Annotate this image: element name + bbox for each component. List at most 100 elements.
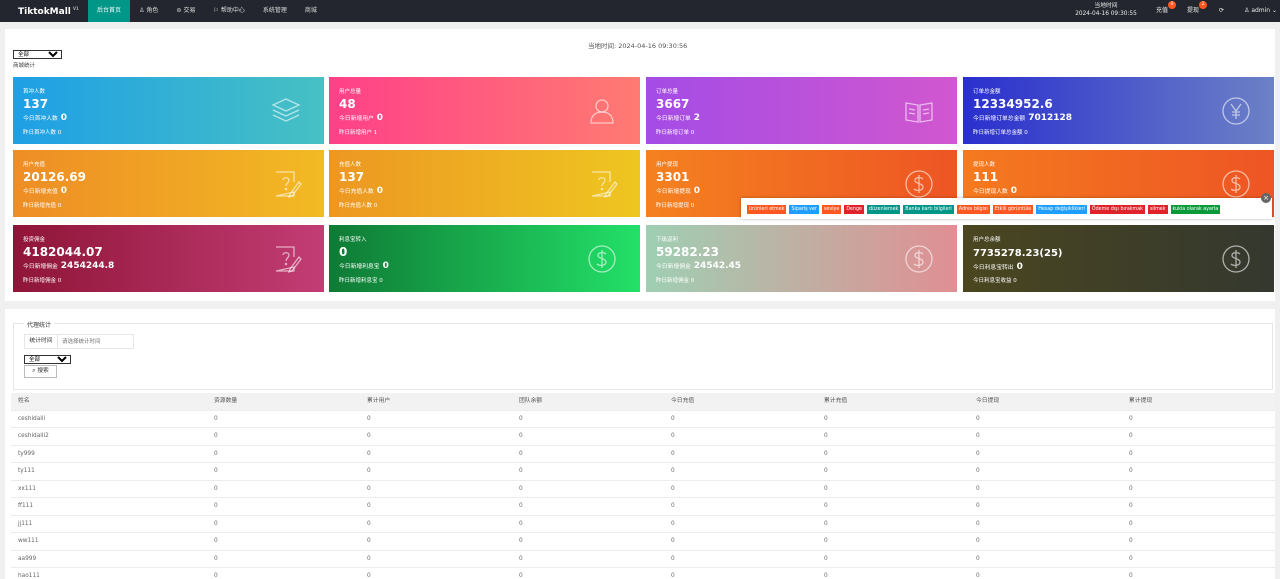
nav-item-0[interactable]: 后台首页 [88, 0, 131, 22]
table-cell: 0 [214, 433, 218, 439]
yen-icon [1220, 95, 1252, 127]
agent-table: 姓名 资源数量 累计用户 团队余额 今日充值 累计充值 今日提现 累计提现 ceshidaili… [11, 393, 1275, 579]
card-today: 今日新增用户 0 [339, 113, 383, 123]
date-label: 统计时间 [24, 334, 58, 349]
table-cell: 0 [367, 573, 371, 579]
recharge-label: 充值 [1156, 7, 1169, 14]
table-cell: 0 [214, 503, 218, 509]
dollar-icon [1220, 168, 1252, 200]
card-today: 今日新增订单 2 [656, 113, 700, 123]
table-cell: 0 [824, 555, 828, 562]
table-cell: ty999 [18, 450, 35, 457]
action-tag[interactable]: Hesap değişiklikleri [1036, 205, 1087, 214]
refresh-icon[interactable]: ⟳ [1219, 7, 1225, 14]
nav-item-1[interactable]: ♙ 角色 [130, 0, 167, 22]
mall-filter-select[interactable]: 全部 [13, 50, 62, 59]
card-yesterday: 昨日新增订单总金额 0 [973, 130, 1028, 136]
card-today-value: 0 [693, 186, 701, 196]
table-cell: 0 [976, 520, 980, 527]
user-name: admin [1251, 7, 1271, 14]
action-tag[interactable]: düzenlemek [867, 205, 901, 214]
action-tag[interactable]: Adres bilgisi [956, 205, 990, 214]
table-cell: 0 [519, 538, 523, 544]
table-cell: 0 [1129, 538, 1133, 544]
column-header[interactable]: 姓名 [18, 398, 30, 404]
table-cell: 0 [671, 433, 675, 439]
withdraw-button[interactable]: 提现 2 [1187, 0, 1208, 22]
action-tag[interactable]: Denge [844, 205, 865, 214]
card-value: 12334952.6 [973, 97, 1053, 111]
main-nav: 后台首页 ♙ 角色 ⊜ 交易 ⚐ 帮助中心 系统管理 商城 [88, 0, 326, 22]
top-bar: TiktokMall V1 后台首页 ♙ 角色 ⊜ 交易 ⚐ 帮助中心 系统管理 商城 当地时间 … [0, 0, 1280, 22]
date-input[interactable] [58, 334, 134, 349]
column-header[interactable]: 累计充值 [824, 398, 848, 404]
card-yesterday: 昨日新增佣金 0 [656, 278, 695, 284]
nav-icon: ⚐ [213, 7, 219, 14]
user-menu[interactable]: ♙ admin ⌄ [1244, 0, 1277, 22]
card-today-value: 0 [60, 113, 68, 123]
stat-card: 充值人数 137 今日充值人数 0 昨日充值人数 0 [329, 150, 640, 217]
logo-version: V1 [72, 6, 79, 11]
table-cell: 0 [367, 433, 371, 439]
column-header[interactable]: 累计用户 [367, 398, 391, 404]
table-cell: 0 [976, 450, 980, 457]
card-yesterday: 昨日新增提现 0 [656, 203, 695, 209]
table-cell: aa999 [18, 555, 37, 562]
table-cell: 0 [214, 450, 218, 457]
card-title: 订单总量 [656, 89, 679, 95]
action-tag[interactable]: Etkili görüntüle [992, 205, 1034, 214]
nav-item-4[interactable]: 系统管理 [254, 0, 296, 22]
dollar-icon [903, 243, 935, 275]
column-header[interactable]: 累计提现 [1129, 398, 1153, 404]
table-cell: 0 [824, 503, 828, 509]
table-cell: 0 [519, 503, 523, 509]
column-header[interactable]: 今日充值 [671, 398, 695, 404]
action-tag[interactable]: kukla olarak ayarla [1170, 205, 1221, 214]
table-cell: ty111 [18, 468, 35, 474]
card-yesterday: 昨日新增充值 0 [23, 203, 62, 209]
app-logo[interactable]: TiktokMall V1 [18, 6, 79, 17]
card-title: 用户提现 [656, 162, 679, 168]
card-today-label: 今日首冲人数 [23, 116, 58, 122]
current-time: 当地时间: 2024-04-16 09:30:56 [588, 42, 688, 50]
card-today: 今日充值人数 0 [339, 186, 383, 196]
action-tag[interactable]: Sipariş ver [789, 205, 819, 214]
dollar-icon [1220, 243, 1252, 275]
nav-label: 帮助中心 [220, 7, 245, 14]
card-today-label: 今日新增订单 [656, 116, 691, 122]
nav-item-3[interactable]: ⚐ 帮助中心 [204, 0, 253, 22]
table-cell: 0 [1129, 450, 1133, 457]
action-tag[interactable]: silmek [1147, 205, 1168, 214]
card-yesterday: 昨日新增佣金 0 [23, 278, 62, 284]
stat-card: 投资佣金 4182044.07 今日新增佣金 2454244.8 昨日新增佣金 0 [13, 225, 324, 292]
action-tag[interactable]: Banka kartı bilgileri [903, 205, 954, 214]
nav-item-5[interactable]: 商城 [296, 0, 326, 22]
table-row: jj111 0 0 0 0 0 0 0 [11, 516, 1275, 533]
column-header[interactable]: 今日提现 [976, 398, 1000, 404]
stat-card: 用户总余额 7735278.23(25) 今日利息宝转出 0 今日利息宝收益 0 [963, 225, 1274, 292]
nav-item-2[interactable]: ⊜ 交易 [167, 0, 204, 22]
stat-card: 用户总量 48 今日新增用户 0 昨日新增用户 1 [329, 77, 640, 144]
column-header[interactable]: 团队余额 [519, 398, 543, 404]
table-cell: 0 [824, 573, 828, 579]
dollar-icon [903, 168, 935, 200]
card-title: 提现人数 [973, 162, 996, 168]
card-yesterday: 昨日首冲人数 0 [23, 130, 62, 136]
search-button[interactable]: ⌕ 搜索 [24, 365, 57, 378]
agent-filter-select[interactable]: 全部 [24, 355, 71, 364]
table-cell: 0 [824, 538, 828, 544]
table-row: ceshidaili2 0 0 0 0 0 0 0 [11, 428, 1275, 446]
recharge-button[interactable]: 充值 0 [1156, 0, 1177, 22]
action-tag[interactable]: Ödeme dışı bırakmak [1089, 205, 1145, 214]
column-header[interactable]: 资源数量 [214, 398, 238, 404]
card-value: 59282.23 [656, 245, 720, 259]
nav-label: 交易 [183, 7, 196, 14]
card-today-label: 今日新增提现 [656, 189, 691, 195]
table-cell: 0 [976, 573, 980, 579]
table-row: aa999 0 0 0 0 0 0 0 [11, 551, 1275, 568]
action-tag[interactable]: ürünleri etmek [747, 205, 787, 214]
close-icon[interactable]: × [1261, 193, 1271, 203]
action-tag[interactable]: sevlye [821, 205, 842, 214]
card-today: 今日新增佣金 24542.45 [656, 261, 741, 271]
withdraw-label: 提现 [1187, 7, 1200, 14]
